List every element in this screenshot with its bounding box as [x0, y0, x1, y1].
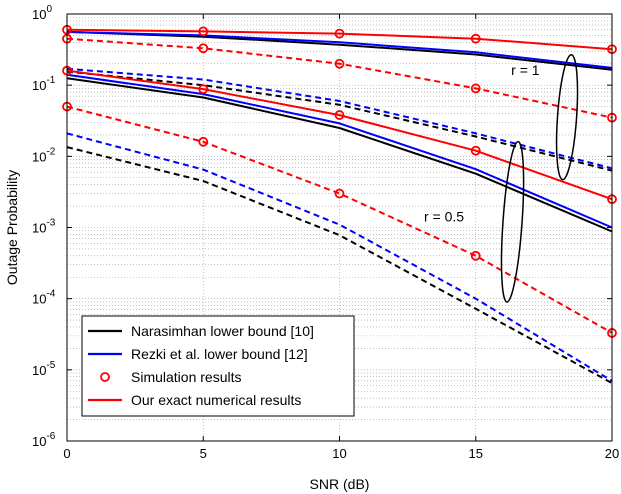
simulation-marker — [470, 83, 481, 94]
legend-label: Our exact numerical results — [131, 392, 301, 408]
annotation-r-0-5: r = 0.5 — [424, 208, 464, 224]
y-tick-label: 100 — [32, 4, 52, 22]
simulation-marker — [334, 28, 345, 39]
simulation-marker — [198, 43, 209, 54]
x-tick-label: 15 — [469, 446, 483, 461]
annotation-r-1: r = 1 — [511, 62, 540, 78]
y-tick-label: 10-1 — [32, 75, 56, 93]
series-line-rezki-solid — [66, 73, 613, 229]
series-line-exact-solid — [66, 69, 613, 201]
series-line-exact-solid — [66, 28, 613, 51]
series-line-rezki-solid — [66, 30, 613, 69]
x-tick-label: 20 — [605, 446, 619, 461]
simulation-marker — [198, 84, 209, 95]
y-tick-label: 10-5 — [32, 360, 56, 378]
legend: Narasimhan lower bound [10] Rezki et al. … — [81, 315, 355, 417]
group-ellipses — [500, 53, 579, 303]
simulation-marker — [334, 110, 345, 120]
group-ellipse — [555, 53, 579, 181]
simulation-marker — [334, 58, 345, 69]
legend-label: Simulation results — [131, 369, 242, 385]
y-tick-label: 10-2 — [32, 146, 56, 164]
series-line-narasimhan-dashed — [66, 146, 613, 384]
simulation-marker — [198, 26, 209, 37]
x-tick-label: 10 — [332, 446, 346, 461]
legend-box — [81, 315, 355, 417]
x-tick-label: 5 — [200, 446, 207, 461]
simulation-marker — [470, 250, 481, 261]
legend-label: Narasimhan lower bound [10] — [131, 323, 314, 339]
series-line-narasimhan-solid — [66, 77, 613, 233]
y-tick-label: 10-3 — [32, 218, 56, 236]
legend-label: Rezki et al. lower bound [12] — [131, 346, 308, 362]
y-tick-label: 10-6 — [32, 431, 56, 449]
simulation-marker — [470, 33, 481, 44]
series-line-exact-dashed — [66, 37, 613, 119]
simulation-markers — [62, 24, 617, 338]
legend-swatch-marker — [100, 372, 110, 382]
series-line-rezki-dashed — [66, 132, 613, 382]
x-axis-label: SNR (dB) — [310, 476, 370, 492]
simulation-marker — [334, 188, 345, 199]
simulation-marker — [198, 136, 209, 147]
series-lines — [66, 28, 613, 384]
y-axis-label: Outage Probability — [4, 170, 20, 285]
y-tick-label: 10-4 — [32, 289, 56, 307]
simulation-marker — [470, 145, 481, 156]
axis-ticks: 0 5 10 15 20 10-6 10-5 10-4 10-3 10-2 10-1 100 — [32, 4, 619, 461]
group-ellipse — [500, 140, 525, 303]
x-tick-label: 0 — [63, 446, 70, 461]
series-line-exact-dashed — [66, 105, 613, 334]
